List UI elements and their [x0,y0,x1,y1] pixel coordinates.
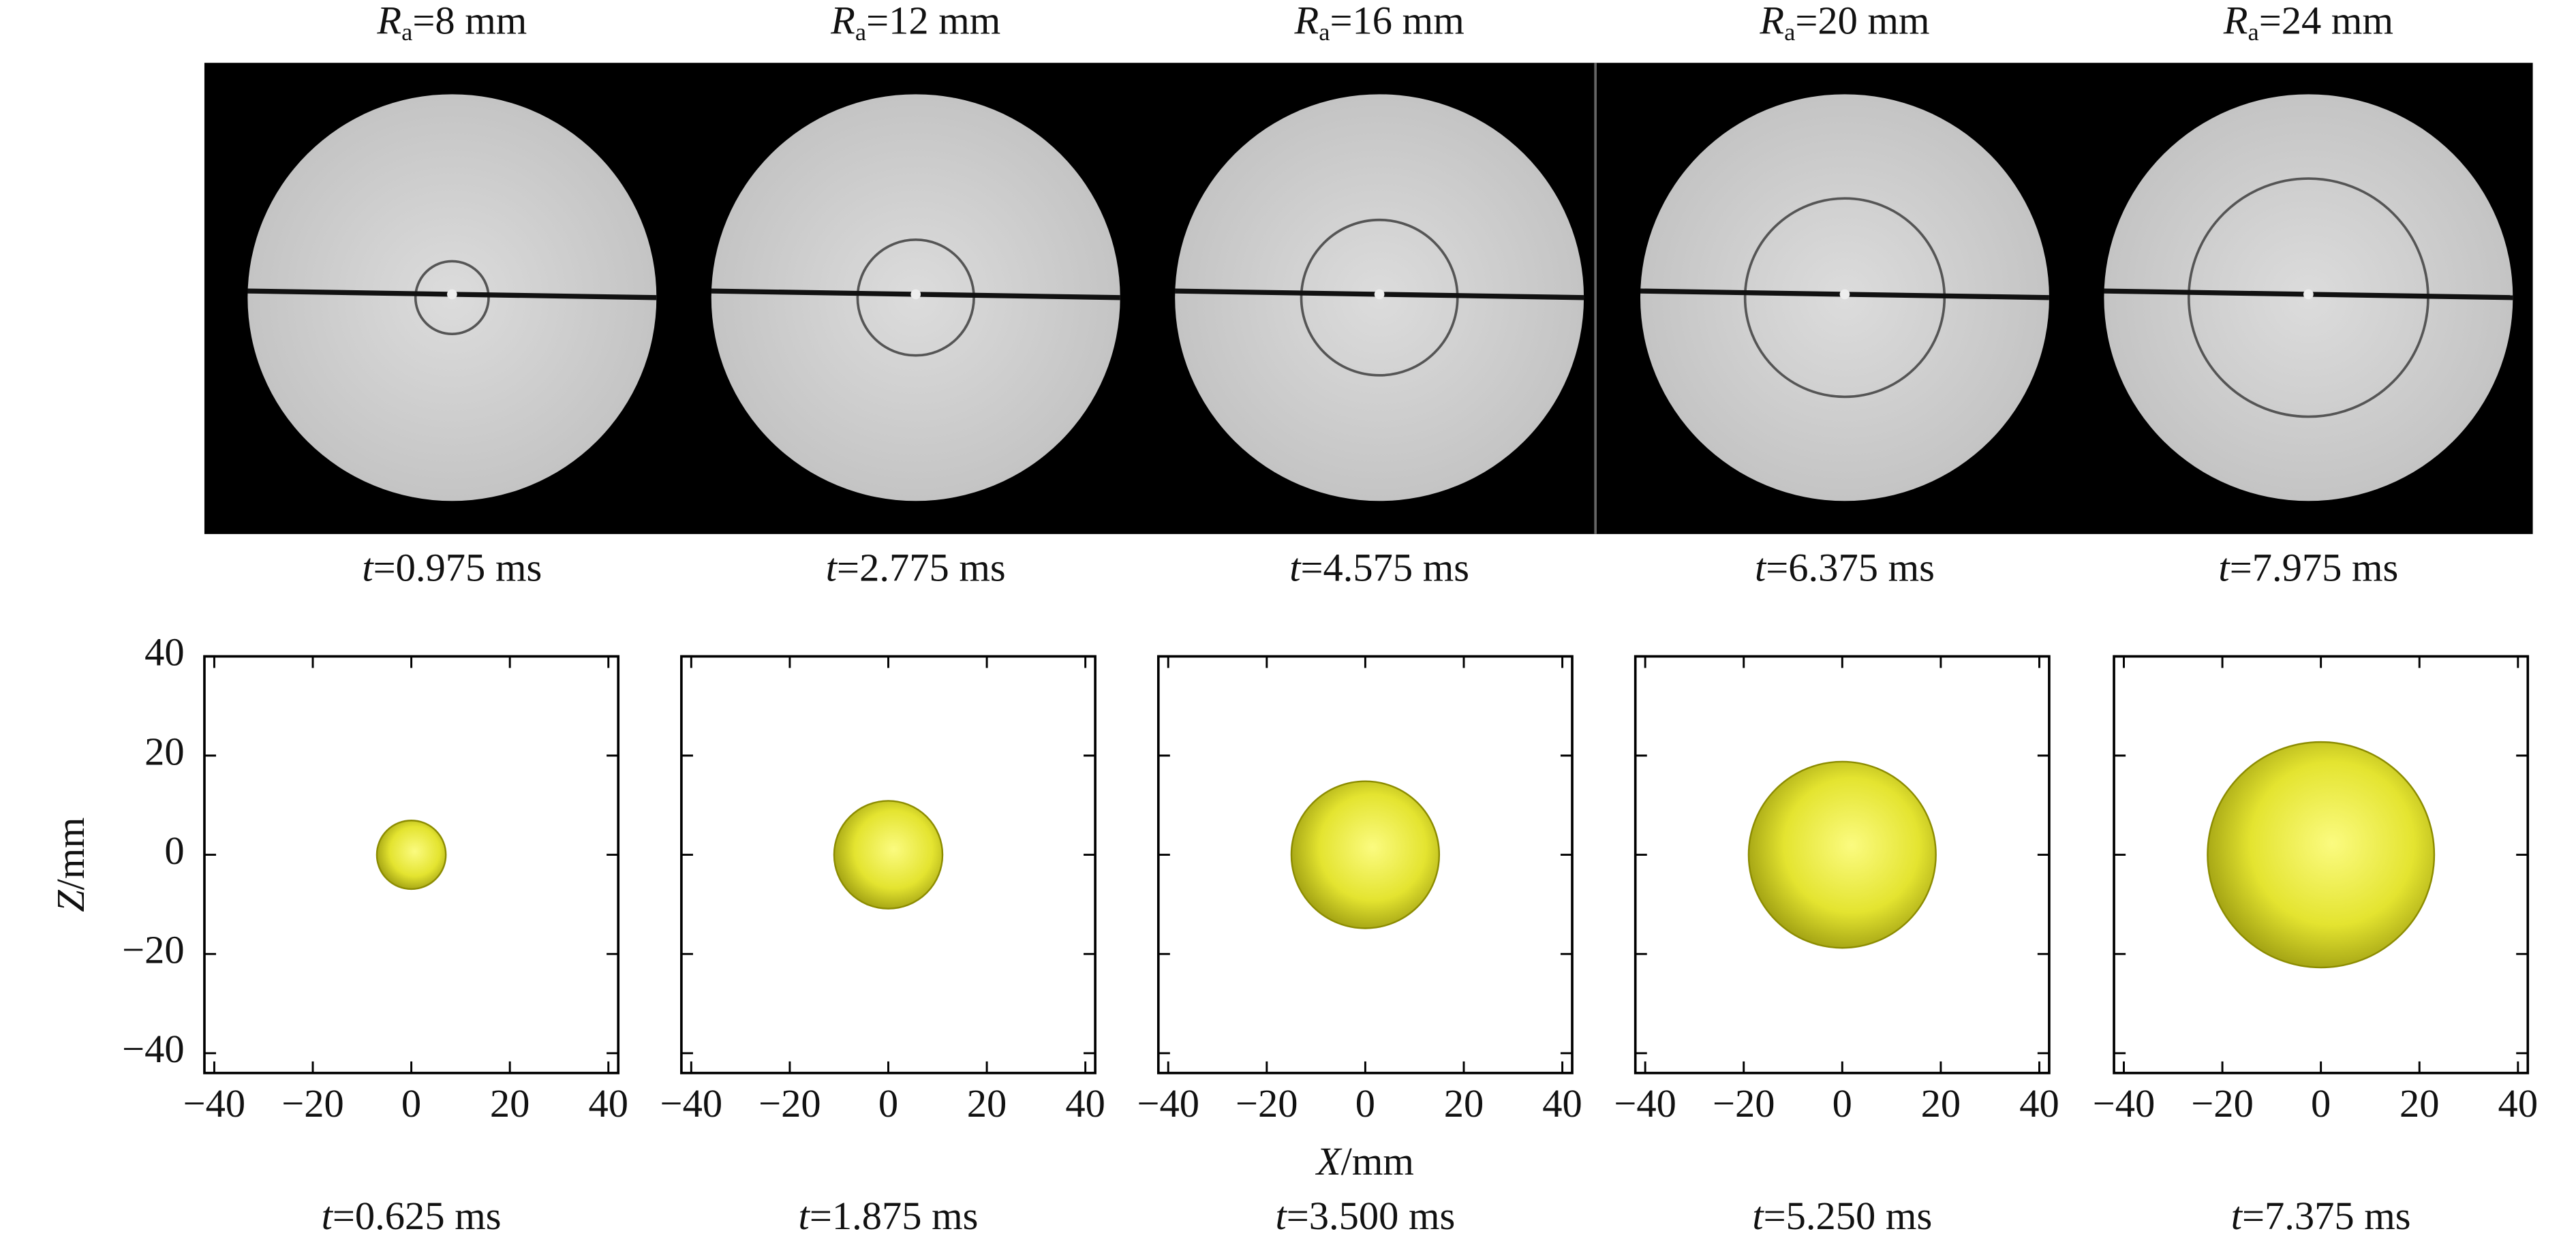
symbol: X [1315,1139,1343,1183]
flame-sphere [375,820,447,890]
y-tick-label: −40 [122,1027,185,1071]
x-tick-label: −40 [183,1081,246,1126]
label-text: =6.375 ms [1766,546,1935,590]
symbol: R [830,0,855,43]
x-axis-label: X/mm [1315,1139,1414,1183]
radius-label: Ra=16 mm [1294,0,1465,46]
label-text: =2.775 ms [837,546,1006,590]
symbol: t [826,546,838,590]
time-label: t=2.775 ms [826,546,1006,590]
subscript: a [855,18,866,46]
symbol: R [2223,0,2248,43]
x-tick-label: −40 [2093,1081,2156,1126]
symbol: t [799,1194,811,1238]
y-tick-label: −20 [122,928,185,972]
symbol: t [1752,1194,1764,1238]
label-text: =16 mm [1330,0,1465,43]
x-tick-label: −20 [2191,1081,2254,1126]
radius-label: Ra=20 mm [1759,0,1929,46]
flame-sphere [1290,780,1441,929]
y-tick-label: 40 [144,630,185,675]
y-axis-label: Z/mm [48,818,93,912]
flame-sphere [2207,741,2436,969]
symbol: t [2218,546,2230,590]
time-label: t=4.575 ms [1289,546,1469,590]
y-tick-label: 0 [164,828,184,873]
spark-gap [1374,289,1385,300]
label-text: =7.375 ms [2242,1194,2411,1238]
subscript: a [2248,18,2259,46]
label-text: =3.500 ms [1287,1194,1456,1238]
label-text: =12 mm [866,0,1000,43]
label-text: =5.250 ms [1764,1194,1933,1238]
radius-label: Ra=12 mm [830,0,1000,46]
x-tick-label: 40 [1542,1081,1582,1126]
x-tick-label: 0 [2311,1081,2331,1126]
flame-front [414,260,490,336]
time-label: t=3.500 ms [1275,1194,1455,1238]
flame-sphere [1747,760,1937,949]
symbol: t [1755,546,1767,590]
label-text: =24 mm [2259,0,2393,43]
x-tick-label: 0 [1833,1081,1852,1126]
time-label: t=7.375 ms [2231,1194,2411,1238]
label-text: =4.575 ms [1300,546,1469,590]
label-text: =0.625 ms [333,1194,502,1238]
symbol: Z [48,890,93,912]
spark-gap [447,289,457,300]
x-tick-label: 40 [2019,1081,2059,1126]
subscript: a [1319,18,1330,46]
spark-gap [1839,289,1850,300]
symbol: t [2231,1194,2243,1238]
x-tick-label: 20 [967,1081,1007,1126]
x-tick-label: 40 [2498,1081,2539,1126]
symbol: R [1294,0,1319,43]
label-text: =20 mm [1795,0,1929,43]
x-tick-label: 20 [490,1081,530,1126]
symbol: R [1759,0,1784,43]
time-label: t=5.250 ms [1752,1194,1932,1238]
time-label: t=1.875 ms [799,1194,979,1238]
x-tick-label: 20 [1444,1081,1484,1126]
label-text: =1.875 ms [810,1194,979,1238]
y-tick-label: 20 [144,729,185,773]
radius-label: Ra=8 mm [376,0,527,46]
x-tick-label: 40 [588,1081,628,1126]
spark-gap [2303,289,2314,300]
x-tick-label: −40 [1137,1081,1199,1126]
flame-sphere [833,800,944,910]
radius-label: Ra=24 mm [2223,0,2393,46]
symbol: t [1275,1194,1287,1238]
x-tick-label: −40 [1614,1081,1676,1126]
symbol: R [376,0,401,43]
x-tick-label: 20 [2399,1081,2440,1126]
label-text: =7.975 ms [2230,546,2399,590]
symbol: t [362,546,374,590]
x-tick-label: −20 [281,1081,344,1126]
time-label: t=7.975 ms [2218,546,2398,590]
label-text: /mm [48,818,93,890]
x-tick-label: −20 [758,1081,821,1126]
time-label: t=0.975 ms [362,546,542,590]
subscript: a [1784,18,1795,46]
spark-gap [910,289,921,300]
time-label: t=0.625 ms [322,1194,502,1238]
x-tick-label: 20 [1921,1081,1961,1126]
symbol: t [322,1194,334,1238]
x-tick-label: 40 [1065,1081,1105,1126]
x-tick-label: 0 [1355,1081,1375,1126]
time-label: t=6.375 ms [1755,546,1935,590]
symbol: t [1289,546,1302,590]
label-text: /mm [1341,1139,1414,1183]
x-tick-label: 0 [878,1081,898,1126]
x-tick-label: −20 [1713,1081,1775,1126]
label-text: =0.975 ms [373,546,542,590]
x-tick-label: 0 [401,1081,421,1126]
x-tick-label: −40 [660,1081,723,1126]
x-tick-label: −20 [1236,1081,1298,1126]
subscript: a [401,18,412,46]
label-text: =8 mm [412,0,527,43]
